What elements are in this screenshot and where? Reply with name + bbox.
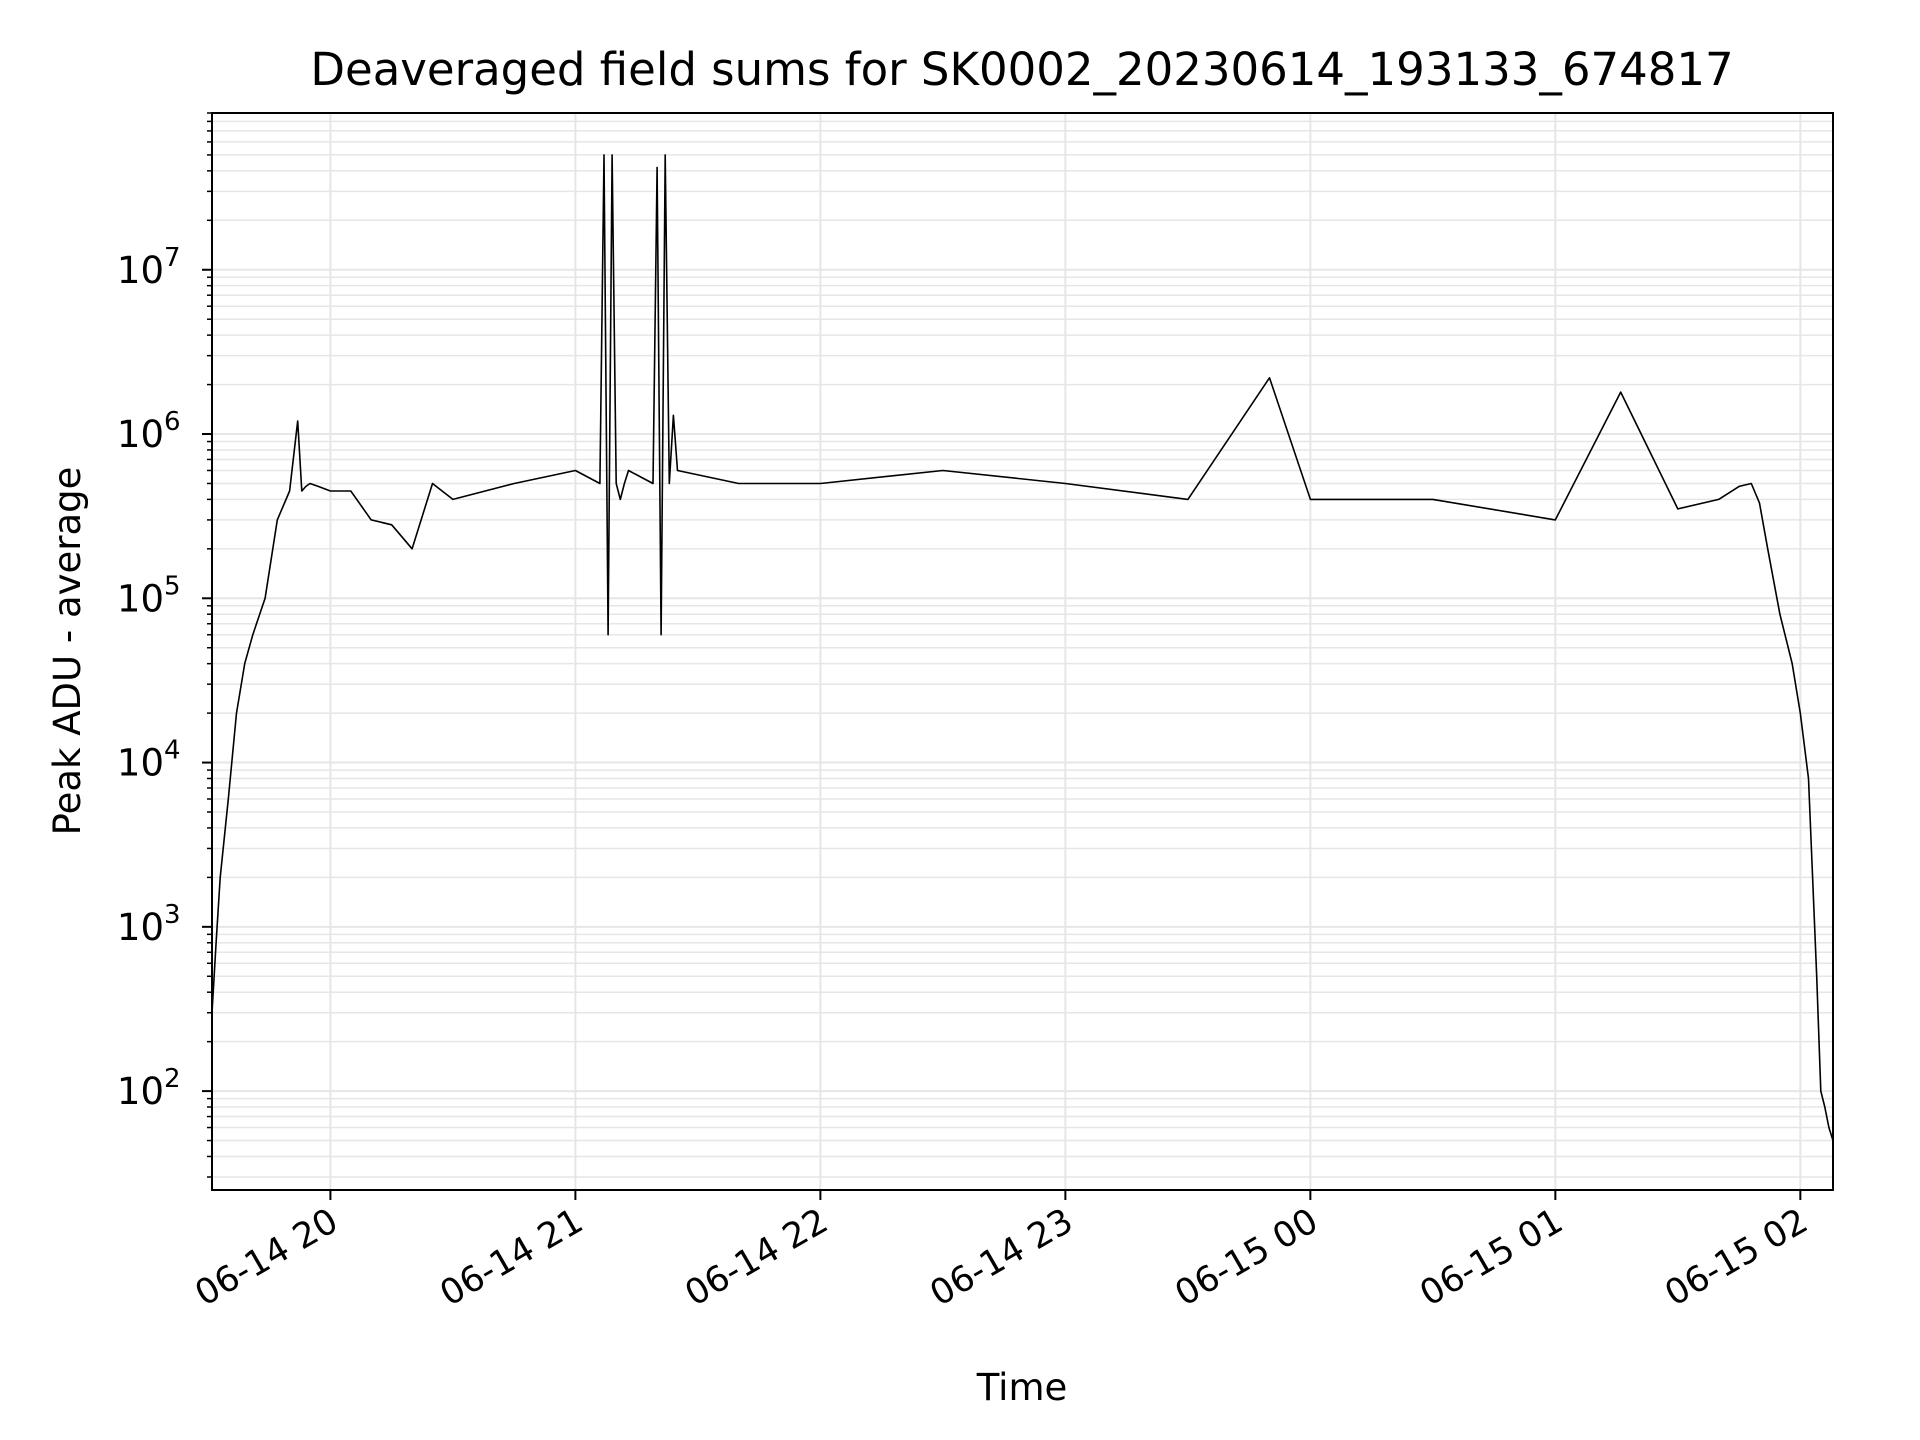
plot-frame bbox=[211, 112, 1834, 1191]
series-line bbox=[211, 154, 1834, 1141]
y-tick-label-exponent: 4 bbox=[164, 736, 181, 766]
y-tick-label-exponent: 6 bbox=[164, 407, 181, 437]
y-tick-label-exponent: 2 bbox=[164, 1064, 181, 1094]
y-tick-label: 10 bbox=[117, 1070, 164, 1113]
y-tick-label: 10 bbox=[117, 249, 164, 292]
y-axis-label: Peak ADU - average bbox=[46, 467, 89, 836]
y-tick-label-exponent: 3 bbox=[164, 900, 181, 930]
y-tick-label-exponent: 7 bbox=[164, 243, 181, 273]
x-axis-label: Time bbox=[976, 1366, 1068, 1409]
y-tick-label-exponent: 5 bbox=[164, 571, 181, 601]
chart-title: Deaveraged field sums for SK0002_2023061… bbox=[310, 43, 1733, 96]
y-tick-label: 10 bbox=[117, 413, 164, 456]
y-tick-label: 10 bbox=[117, 906, 164, 949]
y-tick-label: 10 bbox=[117, 577, 164, 620]
series-layer bbox=[211, 154, 1834, 1141]
grid bbox=[212, 112, 1833, 1190]
y-tick-label: 10 bbox=[117, 742, 164, 785]
